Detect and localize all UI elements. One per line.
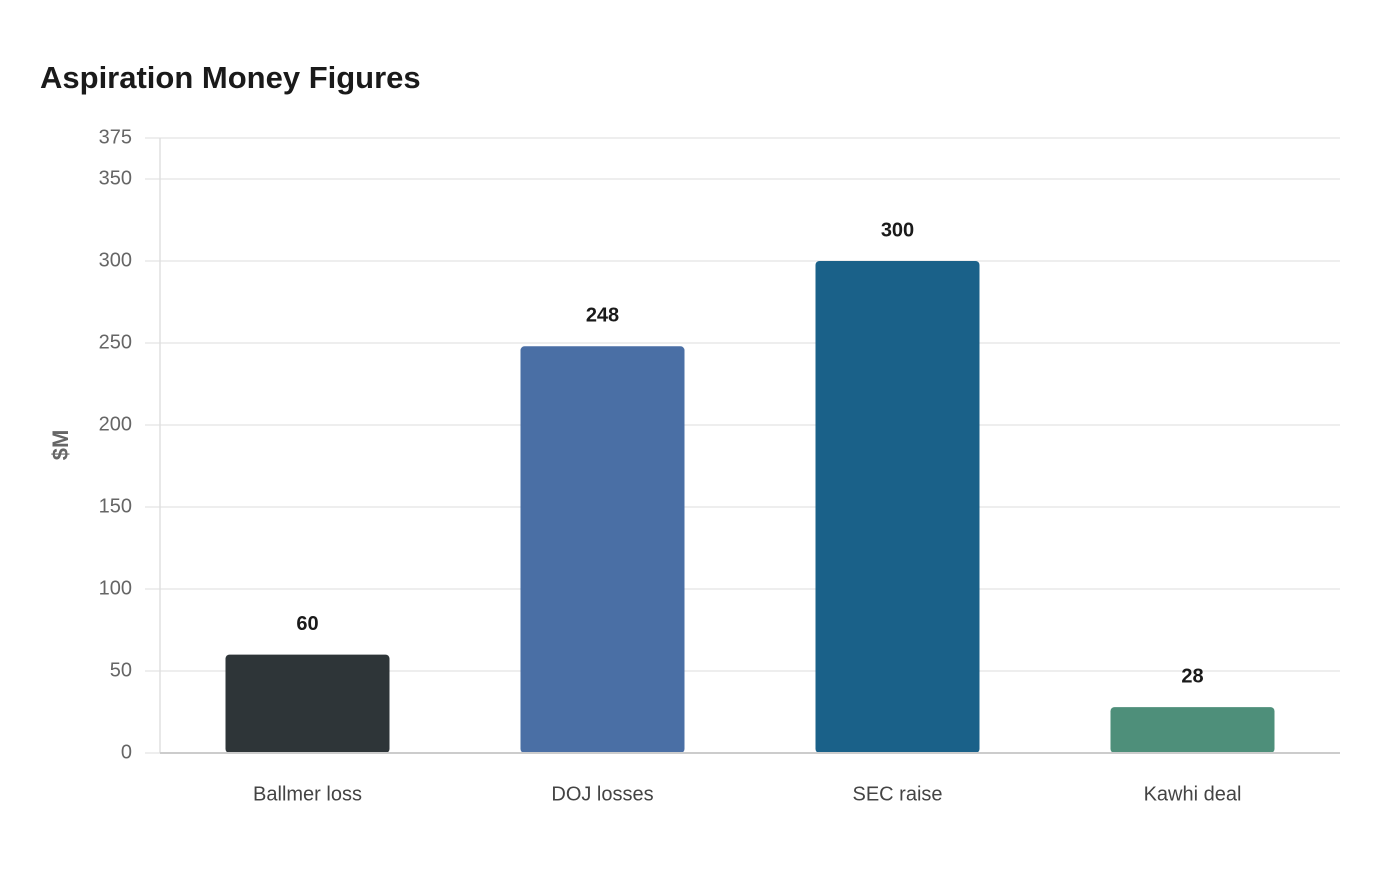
x-tick-label: Kawhi deal — [1144, 783, 1242, 805]
bar — [1110, 707, 1275, 753]
y-tick-label: 375 — [99, 126, 132, 148]
chart-title: Aspiration Money Figures — [40, 60, 421, 95]
y-tick-label: 0 — [121, 741, 132, 763]
value-label: 300 — [881, 219, 914, 241]
y-tick-label: 200 — [99, 413, 132, 435]
y-tick-label: 100 — [99, 577, 132, 599]
value-label: 60 — [296, 613, 318, 635]
bar — [225, 654, 390, 753]
y-axis-label: $M — [48, 430, 73, 461]
value-label: 248 — [586, 305, 619, 327]
y-tick-label: 150 — [99, 495, 132, 517]
y-tick-label: 350 — [99, 167, 132, 189]
bar — [520, 346, 685, 753]
y-tick-label: 50 — [110, 659, 132, 681]
x-tick-label: Ballmer loss — [253, 783, 362, 805]
y-tick-label: 250 — [99, 331, 132, 353]
x-tick-label: SEC raise — [852, 783, 942, 805]
bar — [815, 261, 980, 753]
value-label: 28 — [1181, 665, 1203, 687]
x-tick-label: DOJ losses — [551, 783, 653, 805]
y-tick-label: 300 — [99, 249, 132, 271]
